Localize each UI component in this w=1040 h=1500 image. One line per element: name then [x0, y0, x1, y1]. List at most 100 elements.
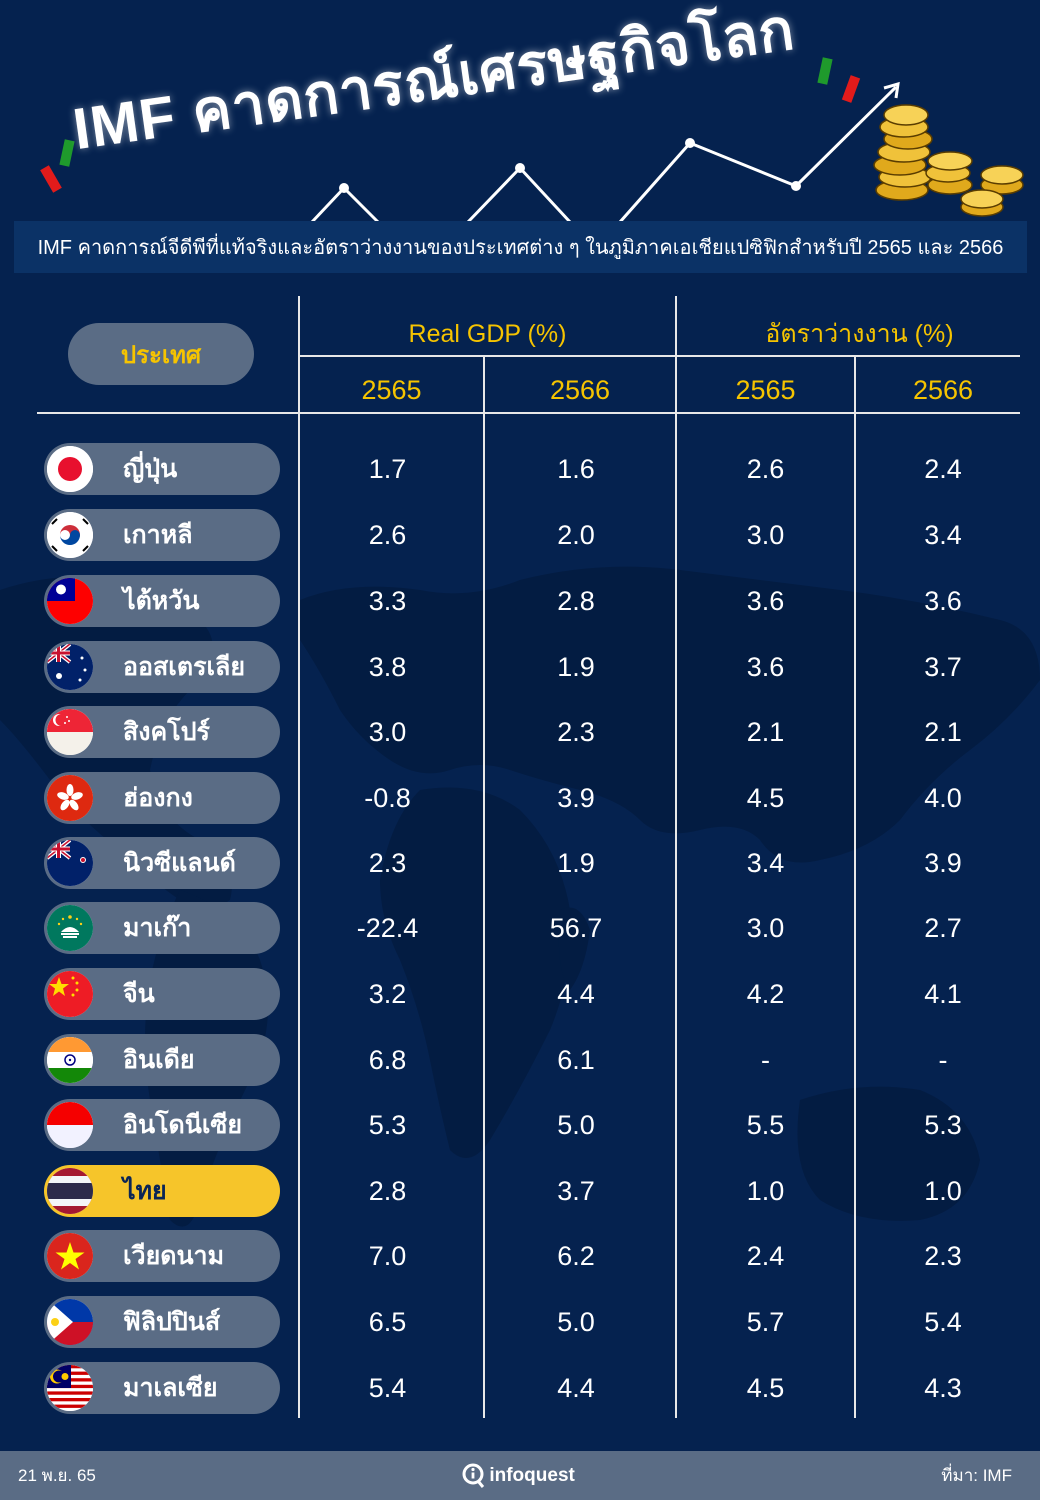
- country-pill: สิงคโปร์: [44, 706, 280, 758]
- country-pill: ออสเตรเลีย: [44, 641, 280, 693]
- publish-date: 21 พ.ย. 65: [18, 1466, 96, 1485]
- unemployment-2566-cell: 4.1: [924, 978, 962, 1009]
- gdp-2566-cell: 2.3: [557, 716, 595, 747]
- china-flag-icon: [47, 971, 93, 1017]
- unemployment-2566-cell: 3.7: [924, 651, 962, 682]
- gdp-2565-cell: 3.2: [368, 978, 407, 1009]
- unemployment-2566-cell: 5.4: [924, 1306, 962, 1337]
- unemployment-2565-cell: 3.6: [746, 651, 785, 682]
- gdp-2566-cell: 1.6: [557, 453, 595, 484]
- unemployment-2566-cell: 2.4: [924, 453, 962, 484]
- gdp-2566-cell: 56.7: [549, 912, 603, 943]
- gdp-2566-cell: 2.0: [557, 519, 595, 550]
- gdp-2565-cell: -22.4: [356, 912, 419, 943]
- unemployment-2565-cell: -: [761, 1044, 770, 1075]
- gdp-group-header: Real GDP (%): [408, 319, 567, 348]
- gdp-2566-cell: 3.7: [557, 1175, 595, 1206]
- country-pill: อินโดนีเซีย: [44, 1099, 280, 1151]
- unemployment-2566-cell: -: [938, 1044, 948, 1075]
- unemployment-2565-cell: 4.2: [746, 978, 785, 1009]
- country-name: สิงคโปร์: [123, 718, 210, 746]
- country-name: เวียดนาม: [123, 1242, 225, 1270]
- line-chart-arrow-icon: [310, 81, 900, 224]
- subtitle-banner: IMF คาดการณ์จีดีพีที่แท้จริงและอัตราว่าง…: [14, 221, 1027, 273]
- table-row: ไต้หวัน 3.3 2.8 3.6 3.6: [0, 575, 1040, 627]
- header-bottom-rule: [37, 412, 1020, 414]
- unemployment-2566-cell: 2.7: [924, 912, 962, 943]
- gdp-2566-cell: 2.8: [557, 585, 595, 616]
- country-name: เกาหลี: [123, 521, 193, 549]
- gdp-2565-cell: 2.6: [368, 519, 407, 550]
- gdp-2565-cell: 7.0: [368, 1240, 407, 1271]
- footer: 21 พ.ย. 65 infoquest ที่มา: IMF: [0, 1451, 1040, 1500]
- unemployment-2566-cell: 1.0: [924, 1175, 962, 1206]
- country-pill: ไทย: [44, 1165, 280, 1217]
- hong-kong-flag-icon: [47, 775, 93, 821]
- country-pill: อินเดีย: [44, 1034, 280, 1086]
- gdp-2566-cell: 6.1: [557, 1044, 595, 1075]
- south-korea-flag-icon: [47, 512, 93, 558]
- australia-flag-icon: [47, 644, 93, 690]
- table-row: ไทย 2.8 3.7 1.0 1.0: [0, 1165, 1040, 1217]
- country-pill: ฮ่องกง: [44, 772, 280, 824]
- unemployment-2565-cell: 5.5: [746, 1109, 785, 1140]
- unemployment-2566-cell: 2.3: [924, 1240, 962, 1271]
- gdp-2566-cell: 5.0: [557, 1306, 595, 1337]
- country-pill: มาเลเซีย: [44, 1362, 280, 1414]
- unemployment-2566-cell: 3.6: [924, 585, 962, 616]
- country-pill: มาเก๊า: [44, 902, 280, 954]
- header: IMF คาดการณ์เศรษฐกิจโลก IMF คาดการณ: [0, 0, 1040, 280]
- unemployment-2566-cell: 5.3: [924, 1109, 962, 1140]
- japan-flag-icon: [47, 446, 93, 492]
- gdp-2566-cell: 1.9: [557, 651, 595, 682]
- gdp-2565-cell: 2.3: [368, 847, 407, 878]
- table-row: ฮ่องกง -0.8 3.9 4.5 4.0: [0, 772, 1040, 824]
- gdp-2566-header: 2566: [549, 374, 611, 405]
- unemployment-2565-cell: 5.7: [746, 1306, 785, 1337]
- philippines-flag-icon: [47, 1299, 93, 1345]
- unemployment-2566-cell: 3.4: [924, 519, 962, 550]
- gdp-2566-cell: 5.0: [557, 1109, 595, 1140]
- gdp-2565-cell: 3.8: [368, 651, 407, 682]
- gdp-2565-cell: 6.5: [368, 1306, 407, 1337]
- table-row: สิงคโปร์ 3.0 2.3 2.1 2.1: [0, 706, 1040, 758]
- macau-flag-icon: [47, 905, 93, 951]
- country-pill: ไต้หวัน: [44, 575, 280, 627]
- table-row: จีน 3.2 4.4 4.2 4.1: [0, 968, 1040, 1020]
- table-row: มาเลเซีย 5.4 4.4 4.5 4.3: [0, 1362, 1040, 1414]
- unemployment-2565-cell: 2.4: [746, 1240, 785, 1271]
- taiwan-flag-icon: [47, 578, 93, 624]
- unemployment-2566-cell: 3.9: [924, 847, 962, 878]
- gdp-2565-cell: 6.8: [368, 1044, 407, 1075]
- gdp-2565-cell: 5.4: [368, 1372, 407, 1403]
- gdp-2565-cell: -0.8: [364, 782, 411, 813]
- table-row: ออสเตรเลีย 3.8 1.9 3.6 3.7: [0, 641, 1040, 693]
- table-row: เกาหลี 2.6 2.0 3.0 3.4: [0, 509, 1040, 561]
- unemployment-2566-cell: 4.3: [924, 1372, 962, 1403]
- country-name: อินเดีย: [123, 1046, 195, 1074]
- column-divider: [854, 356, 856, 1418]
- gdp-2565-cell: 1.7: [368, 453, 407, 484]
- unemployment-2565-cell: 3.0: [746, 519, 785, 550]
- gdp-2565-cell: 3.3: [368, 585, 407, 616]
- gdp-2566-cell: 4.4: [557, 978, 595, 1009]
- unemployment-group-header: อัตราว่างงาน (%): [765, 320, 954, 348]
- unemployment-2566-cell: 2.1: [924, 716, 962, 747]
- table-row: ฟิลิปปินส์ 6.5 5.0 5.7 5.4: [0, 1296, 1040, 1348]
- brand-name: infoquest: [489, 1464, 575, 1486]
- unemployment-2565-cell: 3.6: [746, 585, 785, 616]
- country-name: ไทย: [123, 1177, 167, 1205]
- brand-logo: infoquest: [462, 1463, 575, 1489]
- info-magnifier-icon: [462, 1463, 485, 1488]
- unemployment-2566-header: 2566: [912, 374, 974, 405]
- country-name: ออสเตรเลีย: [123, 653, 246, 681]
- gdp-2565-cell: 5.3: [368, 1109, 407, 1140]
- gold-coins-icon: [873, 104, 1024, 217]
- source-label: ที่มา: IMF: [941, 1466, 1012, 1485]
- unemployment-2565-cell: 3.0: [746, 912, 785, 943]
- country-name: ญี่ปุ่น: [123, 455, 178, 483]
- gdp-2566-cell: 6.2: [557, 1240, 595, 1271]
- country-pill: เวียดนาม: [44, 1230, 280, 1282]
- table-row: มาเก๊า -22.4 56.7 3.0 2.7: [0, 902, 1040, 954]
- country-name: ไต้หวัน: [123, 587, 200, 615]
